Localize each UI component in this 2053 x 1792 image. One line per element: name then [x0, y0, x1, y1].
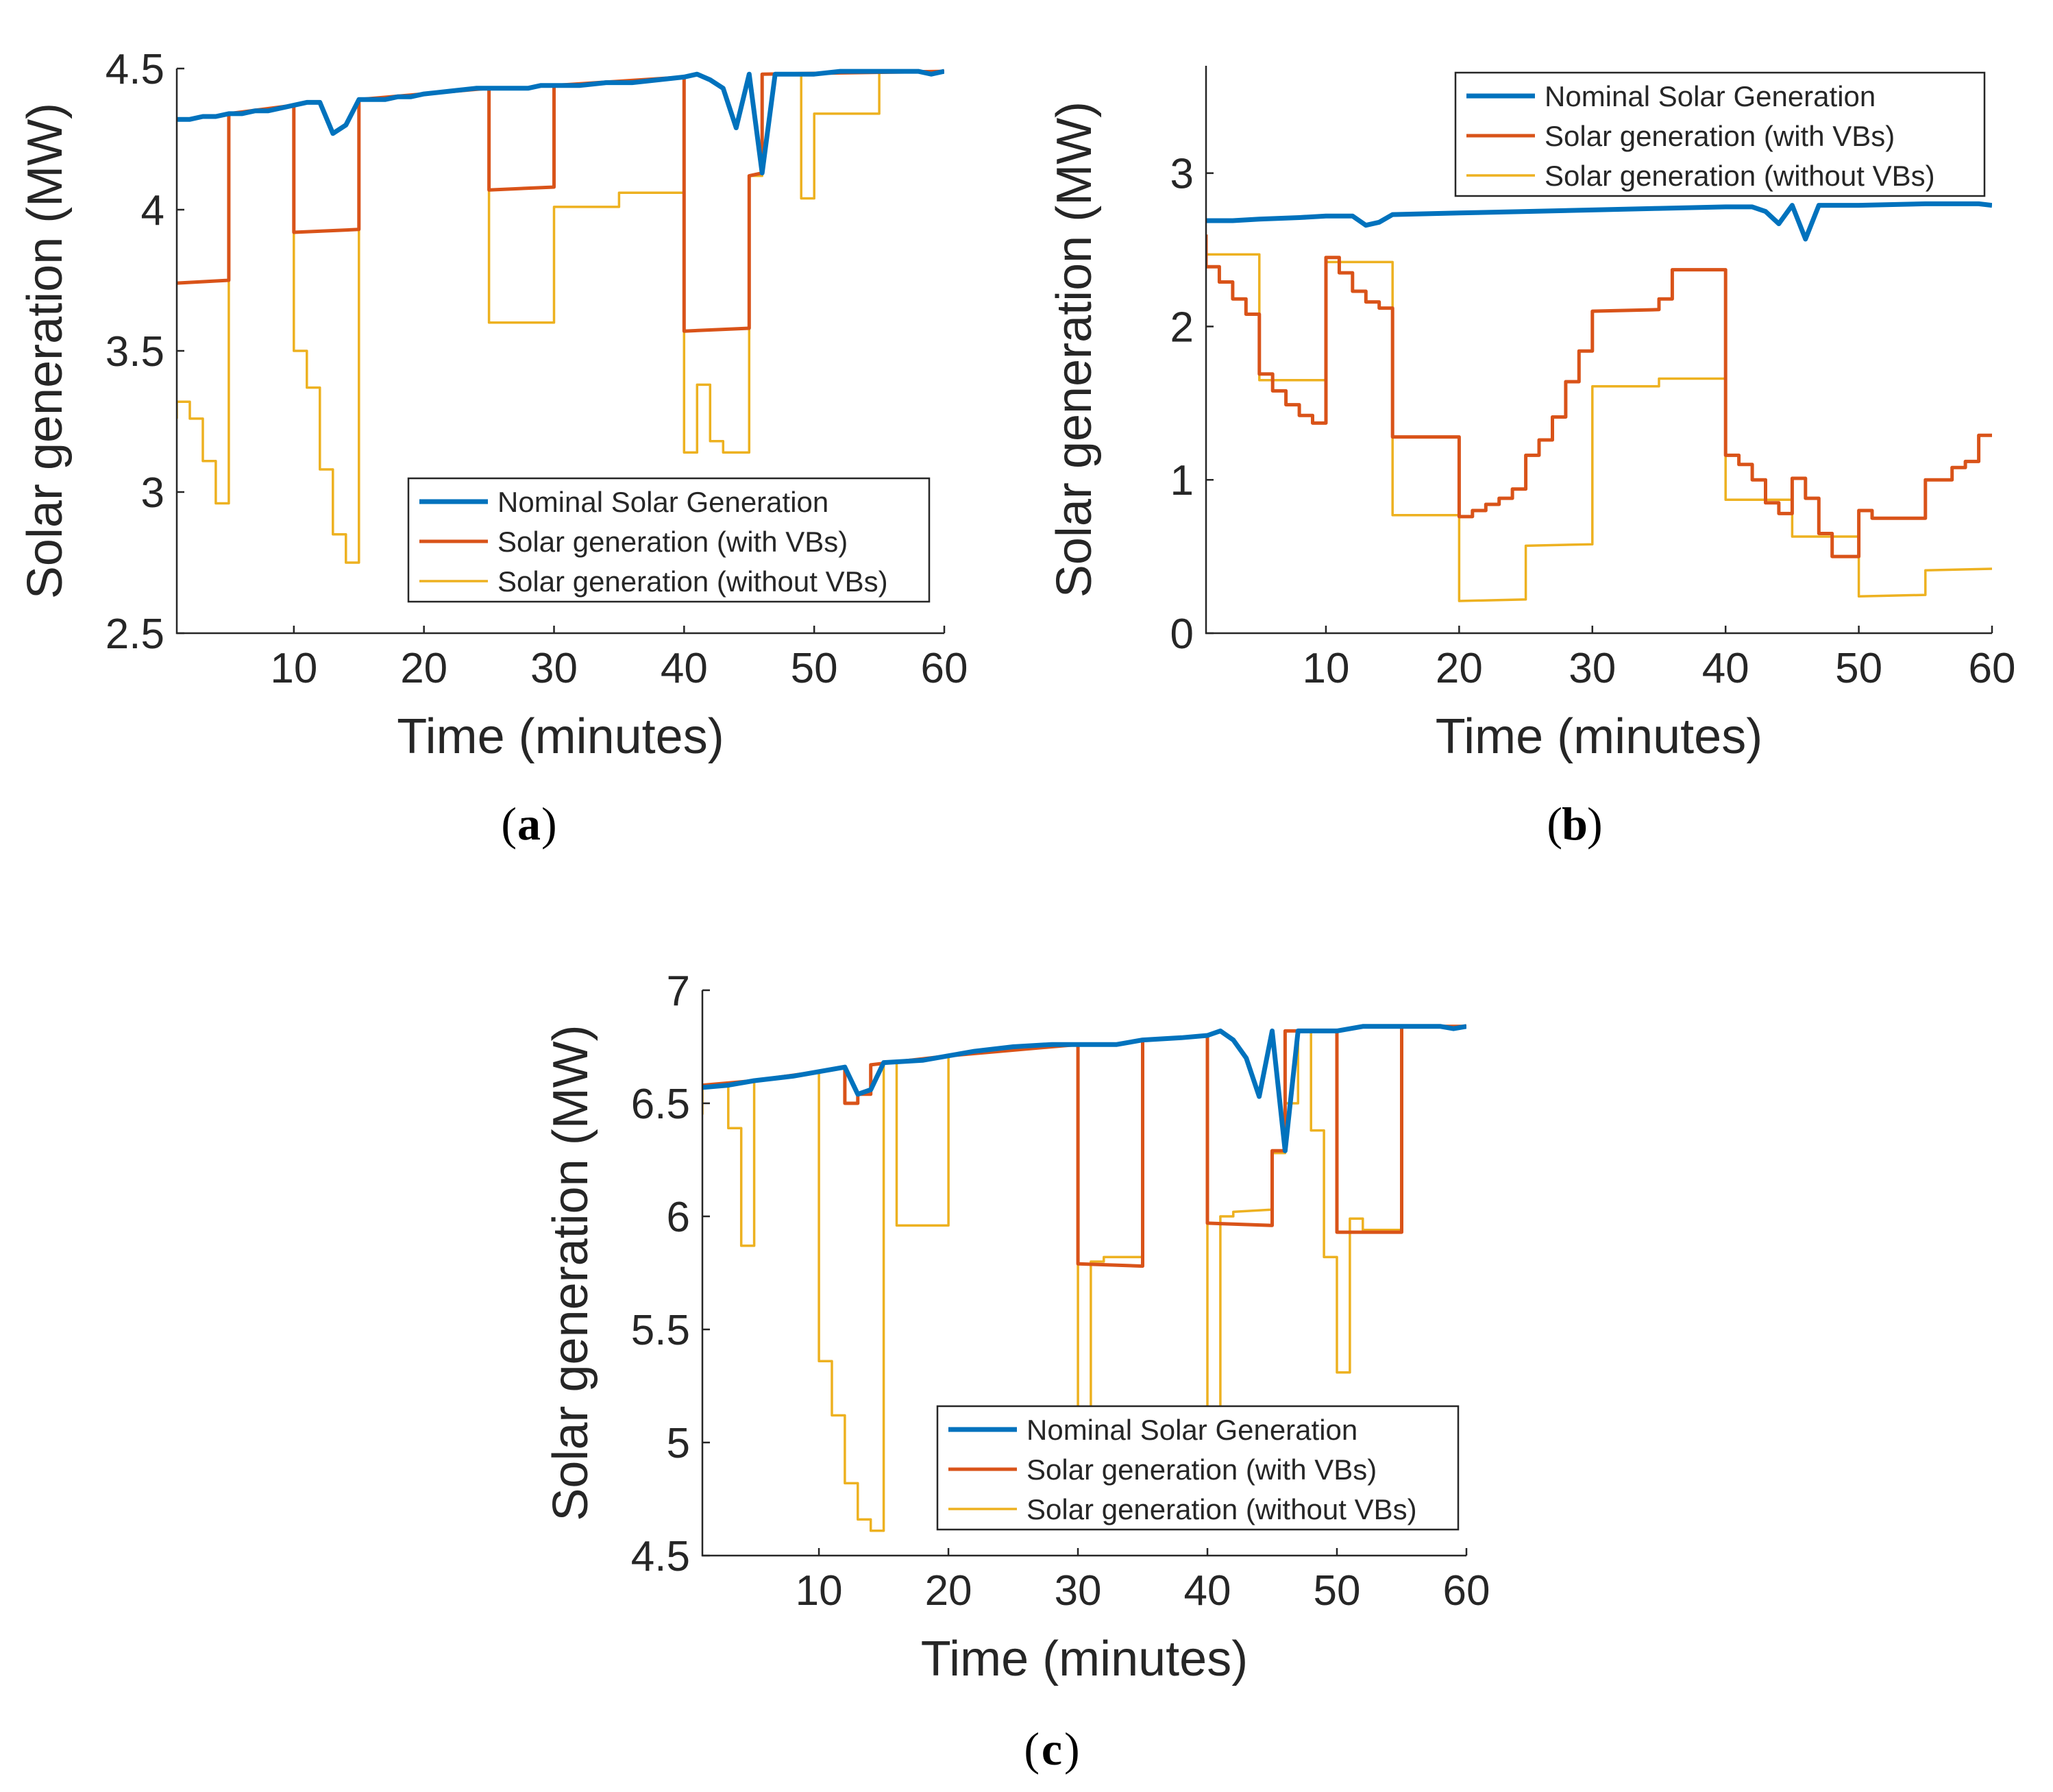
x-axis-title-b: Time (minutes)	[1436, 709, 1762, 764]
ticks-a: 10 20 30 40 50 60 2.5 3 3.5 4 4.5	[106, 46, 968, 692]
x-tick-label-30-b: 30	[1569, 645, 1616, 692]
chart-panel-c: 10 20 30 40 50 604.555.566.57 Time (minutes) …	[543, 968, 1490, 1775]
panel-label-b: ( b )	[1547, 798, 1602, 850]
y-tick-label-3.5-a: 3.5	[106, 328, 164, 376]
x-axis-title-a: Time (minutes)	[397, 709, 724, 764]
series-line-nominal-b	[1206, 201, 1992, 242]
x-tick-label-20-c: 20	[925, 1567, 972, 1615]
series-line-with-vbs-a	[177, 69, 944, 333]
legend-label-without-vbs-b: Solar generation (without VBs)	[1545, 160, 1935, 192]
x-tick-label-20-b: 20	[1436, 645, 1483, 692]
y-axis-title-c: Solar generation (MW)	[543, 1024, 598, 1521]
legend-label-nominal-b: Nominal Solar Generation	[1545, 80, 1876, 112]
panel-label-open-b: (	[1547, 798, 1562, 850]
ticks-c: 10 20 30 40 50 60 4.5 5 5.5 6 6.5 7	[631, 968, 1490, 1615]
legend-box-c	[936, 1405, 1460, 1531]
x-tick-label-50-c: 50	[1314, 1567, 1361, 1615]
panel-label-letter-b: b	[1562, 798, 1588, 850]
y-tick-label-4.5-c: 4.5	[631, 1533, 690, 1580]
x-tick-label-30-a: 30	[530, 645, 578, 692]
x-tick-label-60-b: 60	[1969, 645, 2016, 692]
y-tick-label-2-b: 2	[1170, 304, 1194, 351]
panel-label-close-a: )	[541, 798, 557, 850]
y-tick-label-3-a: 3	[141, 469, 164, 517]
y-tick-label-2.5-a: 2.5	[106, 611, 164, 658]
y-tick-label-5-c: 5	[667, 1420, 690, 1467]
legend-box-a	[407, 477, 931, 603]
x-tick-label-40-b: 40	[1702, 645, 1749, 692]
y-tick-label-4.5-a: 4.5	[106, 46, 164, 93]
y-tick-label-0-b: 0	[1170, 611, 1194, 658]
ticks-b: 10 20 30 40 50 60 0 1 2 3	[1170, 151, 2016, 692]
x-tick-label-30-c: 30	[1055, 1567, 1102, 1615]
series-line-nominal-c	[702, 1024, 1466, 1153]
legend-label-without-vbs-a: Solar generation (without VBs)	[497, 565, 888, 598]
legend-label-with-vbs-c: Solar generation (with VBs)	[1026, 1453, 1377, 1486]
legend-label-without-vbs-c: Solar generation (without VBs)	[1026, 1493, 1417, 1525]
panel-label-open-a: (	[501, 798, 517, 850]
legend-box-b	[1454, 71, 1986, 197]
legend-label-nominal-c: Nominal Solar Generation	[1026, 1414, 1357, 1446]
y-tick-label-6-c: 6	[667, 1194, 690, 1241]
panel-label-close-b: )	[1587, 798, 1603, 850]
x-tick-label-50-a: 50	[791, 645, 838, 692]
x-tick-label-40-a: 40	[661, 645, 708, 692]
legend-c: Nominal Solar Generation Solar generatio…	[936, 1405, 1460, 1531]
y-tick-label-5.5-c: 5.5	[631, 1307, 690, 1354]
x-tick-label-10-b: 10	[1302, 645, 1349, 692]
legend-b: Nominal Solar Generation Solar generatio…	[1454, 71, 1986, 197]
series-line-without-vbs-b	[1206, 253, 1992, 602]
x-tick-label-60-a: 60	[921, 645, 968, 692]
panel-label-a: ( a )	[501, 798, 556, 850]
series-line-with-vbs-b	[1206, 234, 1992, 559]
y-axis-title-a: Solar generation (MW)	[18, 103, 73, 599]
y-tick-label-4-a: 4	[141, 187, 164, 234]
legend-label-with-vbs-b: Solar generation (with VBs)	[1545, 120, 1895, 152]
panel-label-letter-c: c	[1042, 1723, 1062, 1775]
y-tick-label-1-b: 1	[1170, 457, 1194, 504]
chart-panel-b: 10 20 30 40 50 60 0 1 2 3 Time (minutes) Solar ge…	[1047, 66, 2015, 850]
y-tick-label-7-c: 7	[667, 968, 690, 1015]
panel-label-close-c: )	[1064, 1723, 1080, 1775]
x-tick-label-50-b: 50	[1835, 645, 1882, 692]
panel-label-c: ( c )	[1024, 1723, 1079, 1775]
chart-panel-a: 10 20 30 40 50 60 2.5 3 3.5 4 4.5 Time (minutes) S…	[18, 46, 968, 850]
plot-area-c	[702, 1024, 1466, 1532]
series-line-with-vbs-c	[702, 1024, 1466, 1268]
y-axis-title-b: Solar generation (MW)	[1047, 101, 1102, 598]
y-tick-label-6.5-c: 6.5	[631, 1081, 690, 1128]
plot-area-b	[1206, 201, 1992, 602]
x-tick-label-60-c: 60	[1443, 1567, 1490, 1615]
x-tick-label-10-a: 10	[270, 645, 317, 692]
legend-a: Nominal Solar Generation Solar generatio…	[407, 477, 931, 603]
panel-label-open-c: (	[1024, 1723, 1040, 1775]
y-tick-label-3-b: 3	[1170, 151, 1194, 198]
x-tick-label-40-c: 40	[1184, 1567, 1231, 1615]
legend-label-nominal-a: Nominal Solar Generation	[497, 486, 828, 518]
legend-label-with-vbs-a: Solar generation (with VBs)	[497, 526, 848, 558]
series-line-nominal-a	[177, 69, 944, 175]
x-tick-label-10-c: 10	[796, 1567, 843, 1615]
x-tick-label-20-a: 20	[400, 645, 447, 692]
plot-area-a	[177, 69, 944, 564]
series-line-without-vbs-c	[702, 1025, 1466, 1532]
panel-label-letter-a: a	[517, 798, 541, 850]
x-axis-title-c: Time (minutes)	[921, 1632, 1248, 1686]
